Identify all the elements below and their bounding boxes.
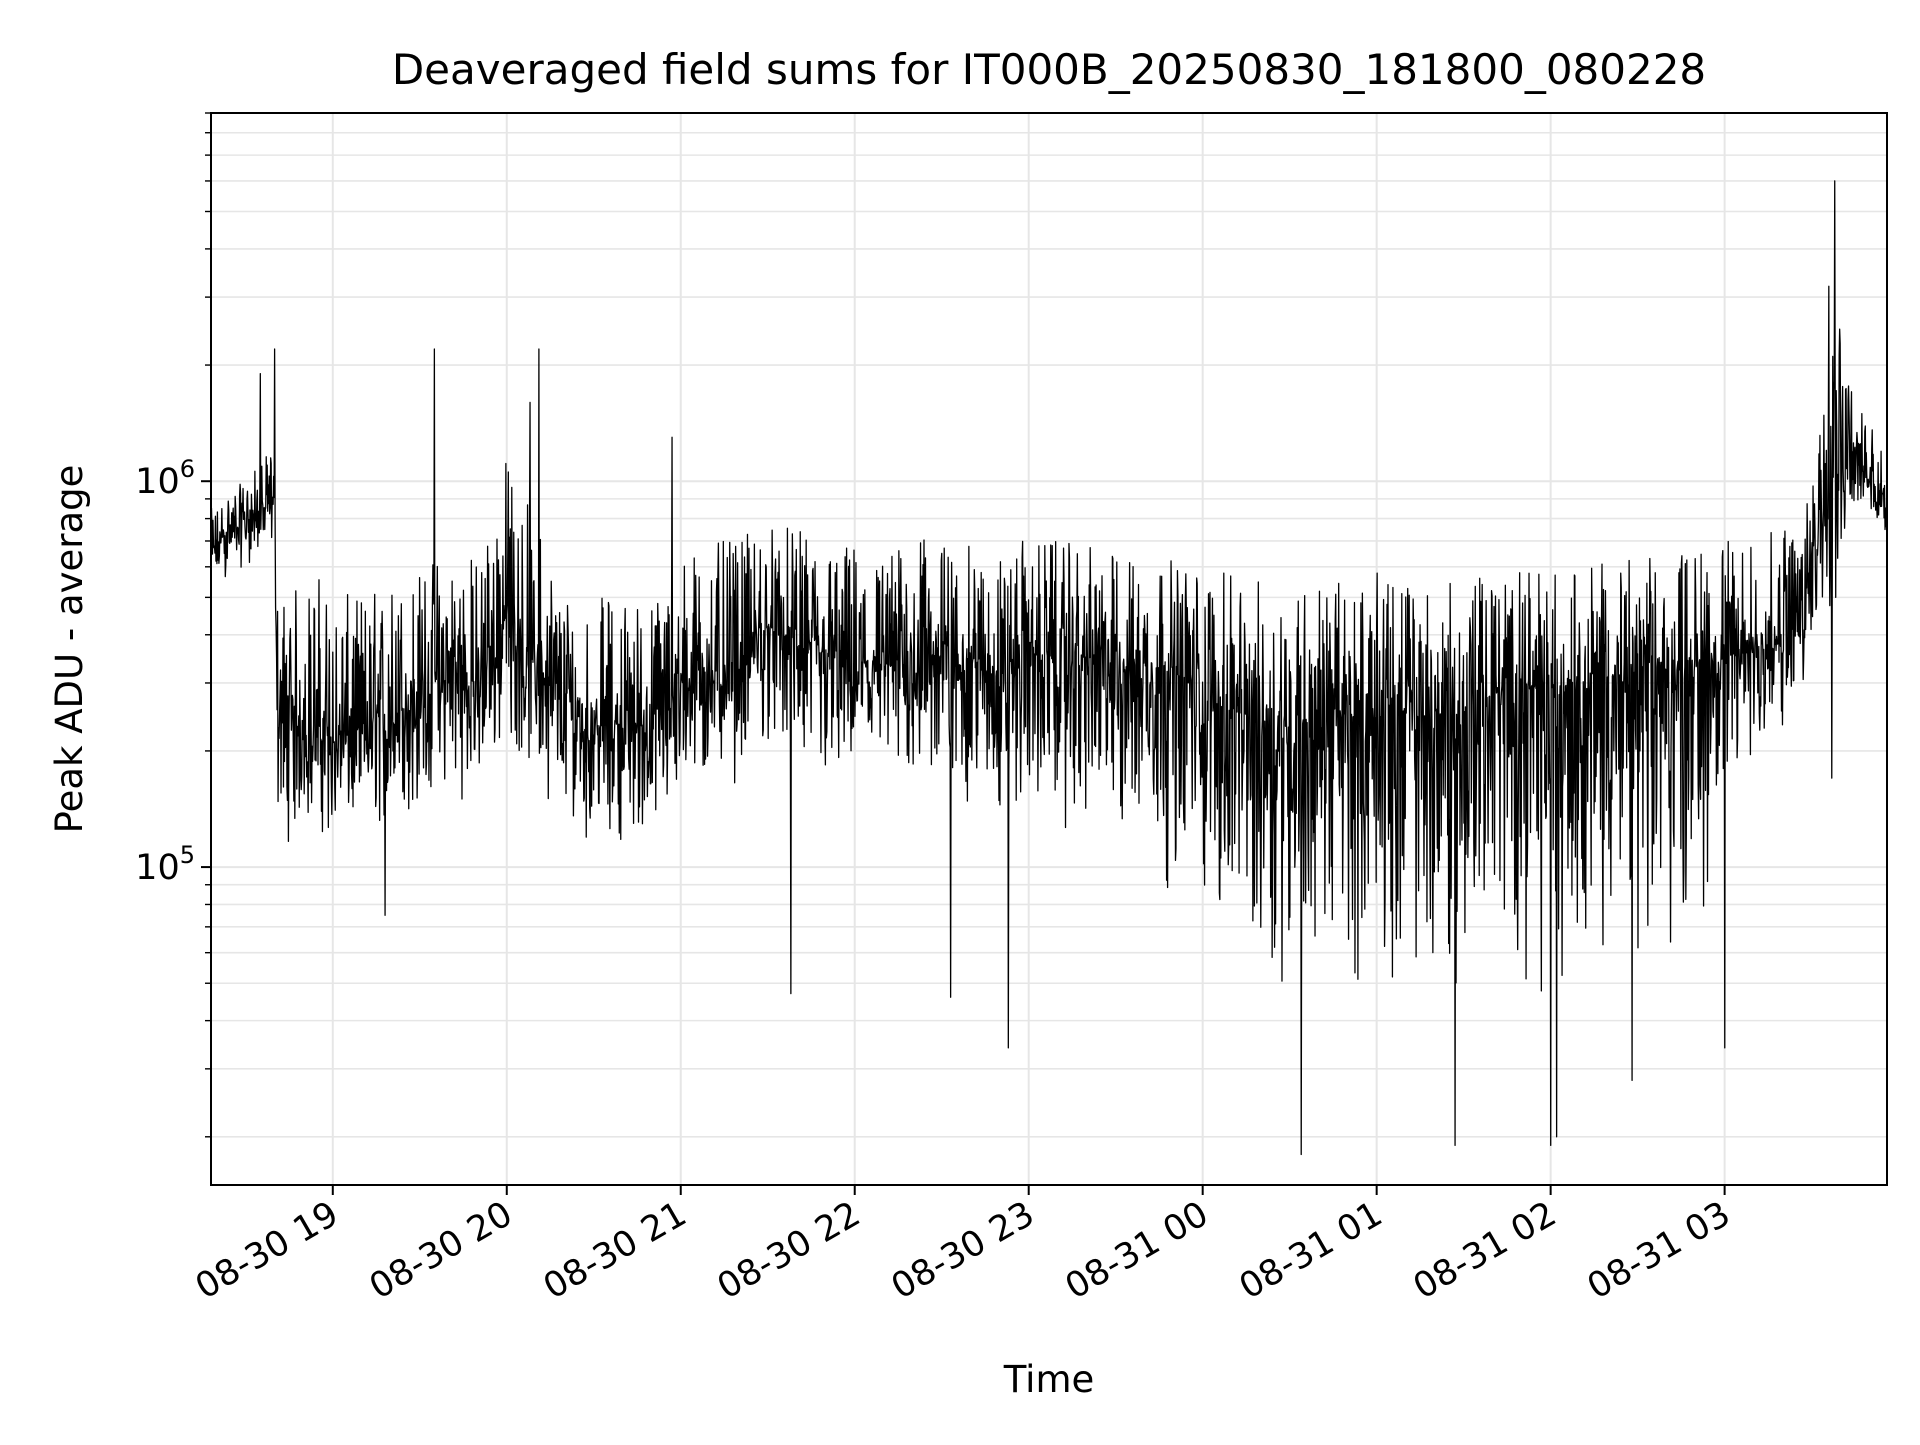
x-tick-label: 08-30 22 xyxy=(711,1194,867,1307)
x-tick-label: 08-31 02 xyxy=(1407,1194,1563,1307)
grid xyxy=(211,112,1887,1185)
y-tick-label: 106 xyxy=(135,455,195,502)
plot-frame xyxy=(210,112,1888,1186)
series-line xyxy=(210,180,1888,1156)
series-path xyxy=(210,180,1888,1156)
y-tick-label: 105 xyxy=(135,841,195,888)
x-axis-label: Time xyxy=(1003,1358,1095,1401)
x-tick-label: 08-30 19 xyxy=(189,1194,345,1307)
x-tick-label: 08-30 23 xyxy=(885,1194,1041,1307)
x-tick-label: 08-31 03 xyxy=(1581,1194,1737,1307)
x-tick-label: 08-30 21 xyxy=(537,1194,693,1307)
x-tick-label: 08-30 20 xyxy=(363,1194,519,1307)
y-axis-label: Peak ADU - average xyxy=(48,465,91,834)
x-tick-label: 08-31 01 xyxy=(1233,1194,1389,1307)
x-tick-label: 08-31 00 xyxy=(1059,1194,1215,1307)
chart-title: Deaveraged field sums for IT000B_2025083… xyxy=(392,45,1706,94)
